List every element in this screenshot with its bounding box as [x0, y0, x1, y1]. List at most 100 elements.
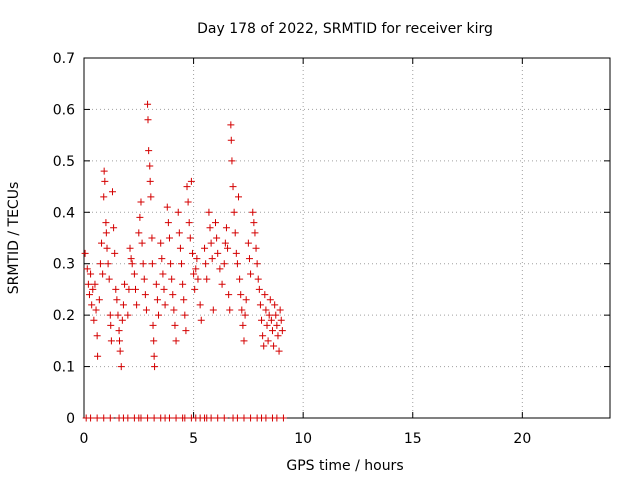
data-point	[101, 177, 109, 185]
data-point	[116, 337, 124, 345]
data-point	[251, 229, 259, 237]
data-point	[127, 255, 135, 263]
data-point	[245, 255, 253, 263]
data-point	[227, 121, 235, 129]
data-point	[261, 291, 269, 299]
data-point	[133, 301, 141, 309]
data-point	[130, 270, 138, 278]
data-point	[231, 229, 239, 237]
data-point	[88, 301, 96, 309]
data-point	[237, 291, 245, 299]
data-point	[151, 363, 159, 371]
data-point	[87, 270, 95, 278]
data-point	[93, 414, 101, 422]
data-point	[206, 224, 214, 232]
data-point	[144, 414, 152, 422]
data-point	[207, 414, 215, 422]
data-point	[163, 203, 171, 211]
data-point	[128, 260, 136, 268]
data-point	[105, 275, 113, 283]
y-tick-label: 0.6	[53, 102, 75, 118]
data-point	[150, 352, 158, 360]
data-point	[84, 280, 92, 288]
data-point	[194, 275, 202, 283]
data-point	[182, 327, 190, 335]
data-point	[236, 275, 244, 283]
data-point	[161, 301, 169, 309]
data-point	[91, 280, 99, 288]
data-point	[135, 229, 143, 237]
data-point	[106, 311, 114, 319]
data-point	[205, 208, 213, 216]
data-point	[159, 270, 167, 278]
data-point	[92, 306, 100, 314]
plot-frame	[83, 57, 611, 419]
data-point	[209, 306, 217, 314]
data-point	[242, 296, 250, 304]
data-point	[214, 249, 222, 257]
data-point	[108, 188, 116, 196]
data-point	[232, 249, 240, 257]
data-point	[184, 198, 192, 206]
data-point	[102, 219, 110, 227]
data-point	[181, 311, 189, 319]
data-point	[254, 275, 262, 283]
data-point	[181, 414, 189, 422]
y-tick-label: 0	[66, 411, 75, 427]
data-point	[175, 229, 183, 237]
data-point	[125, 285, 133, 293]
data-point	[186, 234, 194, 242]
data-point	[207, 239, 215, 247]
data-point	[87, 414, 95, 422]
data-point	[188, 249, 196, 257]
tick-layer: 0 0.1 0.2 0.3 0.4 0.5 0.6 0.7 0 5 10 15 20	[53, 51, 610, 447]
data-point	[235, 193, 243, 201]
data-point	[226, 306, 234, 314]
data-point	[102, 229, 110, 237]
data-point	[187, 177, 195, 185]
data-point	[149, 321, 157, 329]
x-tick-label: 5	[189, 431, 198, 447]
data-point	[190, 270, 198, 278]
data-point	[121, 280, 129, 288]
data-point	[252, 244, 260, 252]
data-point	[256, 301, 264, 309]
data-point	[150, 337, 158, 345]
data-point	[193, 255, 201, 263]
data-point	[241, 311, 249, 319]
data-point	[191, 285, 199, 293]
data-point	[146, 162, 154, 170]
data-point	[165, 234, 173, 242]
data-point	[227, 136, 235, 144]
data-point	[197, 316, 205, 324]
y-tick-label: 0.5	[53, 154, 75, 170]
data-point	[183, 183, 191, 191]
data-point	[140, 275, 148, 283]
data-point	[240, 337, 248, 345]
data-point	[263, 321, 271, 329]
data-point	[98, 239, 106, 247]
data-point	[144, 100, 152, 108]
data-point	[247, 414, 255, 422]
chart-title: Day 178 of 2022, SRMTID for receiver kir…	[197, 21, 493, 37]
data-point	[267, 316, 275, 324]
data-point	[107, 337, 115, 345]
data-point	[107, 321, 115, 329]
points-layer	[81, 100, 287, 422]
data-point	[259, 332, 267, 340]
data-point	[152, 280, 160, 288]
data-point	[185, 219, 193, 227]
data-point	[180, 296, 188, 304]
data-point	[126, 244, 134, 252]
data-point	[275, 347, 283, 355]
data-point	[114, 311, 122, 319]
data-point	[112, 285, 120, 293]
data-point	[158, 255, 166, 263]
data-point	[218, 280, 226, 288]
data-point	[273, 321, 281, 329]
data-point	[228, 157, 236, 165]
data-point	[220, 414, 228, 422]
x-tick-label: 0	[80, 431, 89, 447]
data-point	[274, 332, 282, 340]
